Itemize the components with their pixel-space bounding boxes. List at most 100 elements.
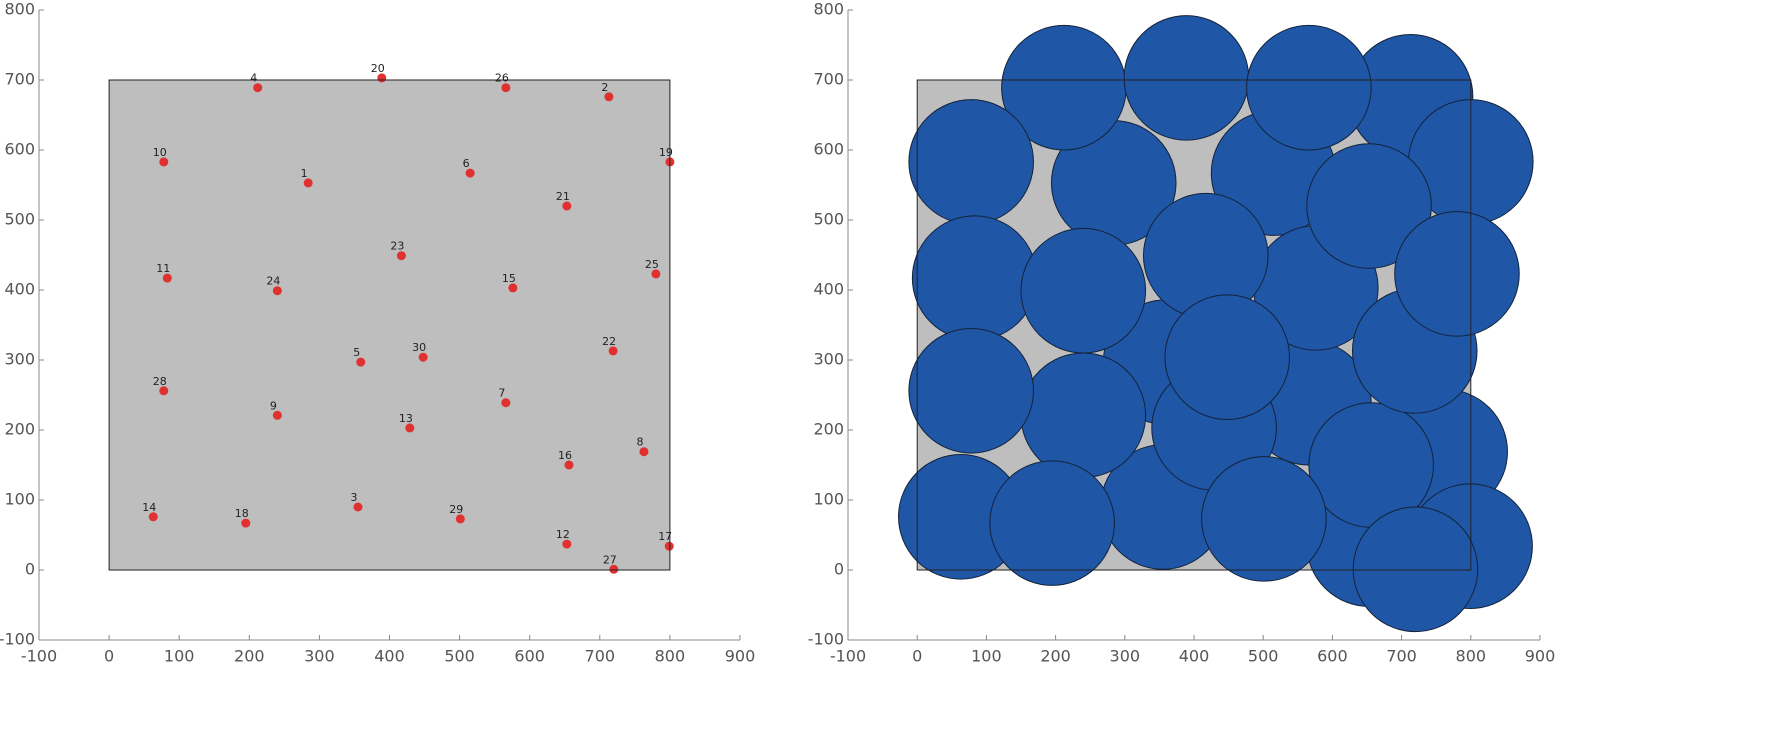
region-outline xyxy=(108,79,671,571)
point xyxy=(501,83,511,93)
bubble xyxy=(1201,456,1327,582)
y-tick-label: 400 xyxy=(4,280,35,299)
x-tick-label: 800 xyxy=(1456,647,1487,666)
bubble xyxy=(1306,143,1432,269)
x-tick-label: -100 xyxy=(830,647,866,666)
point-label: 27 xyxy=(603,553,617,566)
y-tick-label: 200 xyxy=(813,420,844,439)
x-tick-label: 0 xyxy=(912,647,922,666)
point-label: 18 xyxy=(235,507,249,520)
bubble xyxy=(1164,294,1290,420)
bubble xyxy=(908,328,1034,454)
point-label: 12 xyxy=(556,528,570,541)
bubble xyxy=(1352,506,1479,633)
bubble xyxy=(1020,352,1147,479)
point-label: 19 xyxy=(659,146,673,159)
point xyxy=(272,410,282,420)
x-tick-label: 0 xyxy=(104,647,114,666)
point-label: 15 xyxy=(502,272,516,285)
point xyxy=(604,92,614,102)
point xyxy=(356,357,366,367)
point xyxy=(664,541,674,551)
point-label: 26 xyxy=(495,72,509,85)
point-label: 13 xyxy=(399,412,413,425)
point xyxy=(508,283,518,293)
point xyxy=(639,447,649,457)
point xyxy=(148,512,158,522)
bubble-panel: -100 0 100 200 300 400 500 600 700 800 900 -100 0 100… xyxy=(808,0,1556,666)
point-label: 25 xyxy=(645,258,659,271)
y-tick-label: 300 xyxy=(813,350,844,369)
point-label: 7 xyxy=(498,387,505,400)
point-label: 24 xyxy=(266,275,280,288)
x-tick-label: 400 xyxy=(374,647,405,666)
bubble xyxy=(1123,15,1250,141)
x-tick-label: 300 xyxy=(304,647,335,666)
point xyxy=(562,201,572,211)
point xyxy=(253,83,263,93)
point-label: 3 xyxy=(350,491,357,504)
x-tick-label: 700 xyxy=(585,647,616,666)
point-label: 29 xyxy=(449,503,463,516)
point-label: 17 xyxy=(658,530,672,543)
point xyxy=(396,251,406,261)
point-label: 11 xyxy=(156,262,170,275)
x-tick-label: 100 xyxy=(164,647,195,666)
y-tick-label: 600 xyxy=(813,140,844,159)
point-label: 5 xyxy=(353,346,360,359)
bubble xyxy=(1246,24,1372,151)
point-label: 28 xyxy=(153,375,167,388)
point-label: 22 xyxy=(602,335,616,348)
x-tick-label: 300 xyxy=(1110,647,1141,666)
bubble xyxy=(1394,211,1520,337)
bubble xyxy=(1020,227,1147,354)
x-tick-label: 900 xyxy=(725,647,756,666)
y-tick-label: 400 xyxy=(813,280,844,299)
point xyxy=(455,514,465,524)
point xyxy=(608,346,618,356)
point-label: 9 xyxy=(270,399,277,412)
point xyxy=(465,168,475,178)
point-label: 8 xyxy=(636,436,643,449)
x-tick-label: 500 xyxy=(1248,647,1279,666)
point xyxy=(418,352,428,362)
point-label: 21 xyxy=(556,190,570,203)
y-tick-label: 600 xyxy=(4,140,35,159)
point-label: 2 xyxy=(601,81,608,94)
y-tick-label: 500 xyxy=(813,210,844,229)
x-tick-label: 800 xyxy=(655,647,686,666)
y-tick-label: 100 xyxy=(4,490,35,509)
point xyxy=(241,518,251,528)
x-tick-label: 100 xyxy=(971,647,1002,666)
point-label: 6 xyxy=(463,157,470,170)
point xyxy=(609,564,619,574)
scatter-panel: -100 0 100 200 300 400 500 600 700 800 900 -100 0 100… xyxy=(0,0,755,666)
y-tick-label: 500 xyxy=(4,210,35,229)
y-tick-label: 200 xyxy=(4,420,35,439)
x-tick-label: 900 xyxy=(1525,647,1556,666)
bubble xyxy=(908,99,1034,225)
y-tick-label: 100 xyxy=(813,490,844,509)
x-tick-label: 600 xyxy=(514,647,545,666)
x-tick-label: 400 xyxy=(1179,647,1210,666)
x-tick-label: 700 xyxy=(1386,647,1417,666)
point xyxy=(303,178,313,188)
point xyxy=(159,386,169,396)
y-tick-label: 800 xyxy=(813,0,844,19)
x-tick-label: 600 xyxy=(1317,647,1348,666)
bubble xyxy=(911,215,1038,341)
point xyxy=(162,273,172,283)
region xyxy=(109,80,670,570)
point-label: 14 xyxy=(142,501,156,514)
x-tick-label: 500 xyxy=(444,647,475,666)
point xyxy=(159,157,169,167)
point-label: 23 xyxy=(390,240,404,253)
point xyxy=(562,539,572,549)
y-tick-label: -100 xyxy=(808,630,844,649)
point-label: 20 xyxy=(371,62,385,75)
point xyxy=(501,398,511,408)
y-tick-label: 800 xyxy=(4,0,35,19)
point-label: 30 xyxy=(412,341,426,354)
x-tick-label: 200 xyxy=(234,647,265,666)
